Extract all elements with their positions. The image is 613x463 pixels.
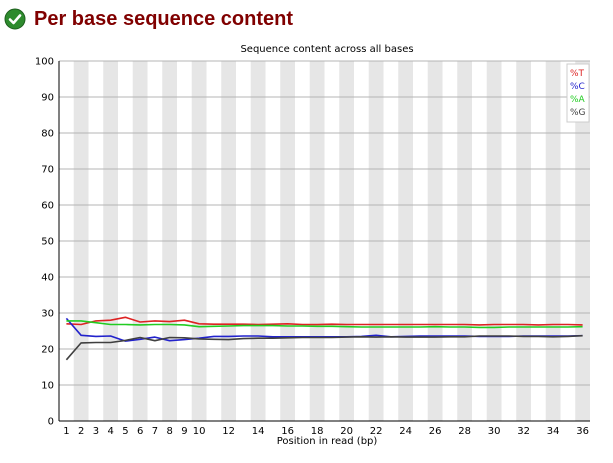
y-tick-100: 100 — [35, 57, 54, 68]
legend-entry-pct-c: %C — [570, 82, 585, 92]
x-tick-8: 8 — [166, 426, 172, 437]
x-tick-7: 7 — [152, 426, 158, 437]
x-tick-22: 22 — [370, 426, 383, 437]
series-line-pct-t — [66, 316, 583, 326]
x-tick-16: 16 — [281, 426, 294, 437]
x-tick-36: 36 — [576, 426, 589, 437]
y-tick-0: 0 — [48, 417, 54, 428]
y-tick-50: 50 — [41, 237, 54, 248]
series-lines — [65, 316, 583, 361]
x-tick-24: 24 — [399, 426, 412, 437]
y-tick-labels: 0 10 20 30 40 50 60 70 80 90 100 — [35, 57, 54, 428]
y-tick-90: 90 — [41, 93, 54, 104]
legend-entry-pct-t: %T — [570, 69, 585, 79]
x-tick-labels: 1 2 3 4 5 6 7 8 9 10 12 14 16 18 20 22 24 26 28 30 32 34 36 — [63, 426, 589, 437]
y-tick-60: 60 — [41, 201, 54, 212]
y-tick-80: 80 — [41, 129, 54, 140]
y-tick-30: 30 — [41, 309, 54, 320]
x-tick-6: 6 — [137, 426, 143, 437]
legend-entry-pct-g: %G — [570, 108, 586, 118]
axes — [58, 61, 590, 422]
x-tick-10: 10 — [193, 426, 206, 437]
chart-title: Sequence content across all bases — [240, 44, 413, 55]
x-tick-18: 18 — [311, 426, 324, 437]
report-title: Per base sequence content — [34, 7, 293, 30]
x-tick-26: 26 — [429, 426, 442, 437]
y-tick-70: 70 — [41, 165, 54, 176]
x-tick-3: 3 — [93, 426, 99, 437]
x-tick-4: 4 — [107, 426, 113, 437]
series-line-pct-g — [65, 334, 583, 361]
x-tick-20: 20 — [340, 426, 353, 437]
series-line-pct-a — [66, 320, 583, 329]
report-header: Per base sequence content — [4, 4, 293, 34]
x-tick-30: 30 — [488, 426, 501, 437]
x-tick-14: 14 — [252, 426, 265, 437]
grid-lines — [59, 60, 590, 386]
legend-entry-pct-a: %A — [570, 95, 586, 105]
y-tick-10: 10 — [41, 381, 54, 392]
x-tick-2: 2 — [78, 426, 84, 437]
y-tick-20: 20 — [41, 345, 54, 356]
x-tick-34: 34 — [547, 426, 560, 437]
x-tick-1: 1 — [63, 426, 69, 437]
x-axis-label: Position in read (bp) — [277, 436, 378, 447]
x-tick-9: 9 — [181, 426, 187, 437]
y-tick-40: 40 — [41, 273, 54, 284]
x-tick-5: 5 — [122, 426, 128, 437]
check-circle-icon — [4, 8, 26, 30]
legend-box — [566, 63, 590, 123]
x-tick-12: 12 — [222, 426, 235, 437]
legend: %T %C %A %G — [566, 63, 590, 123]
x-tick-28: 28 — [458, 426, 471, 437]
x-tick-32: 32 — [517, 426, 530, 437]
